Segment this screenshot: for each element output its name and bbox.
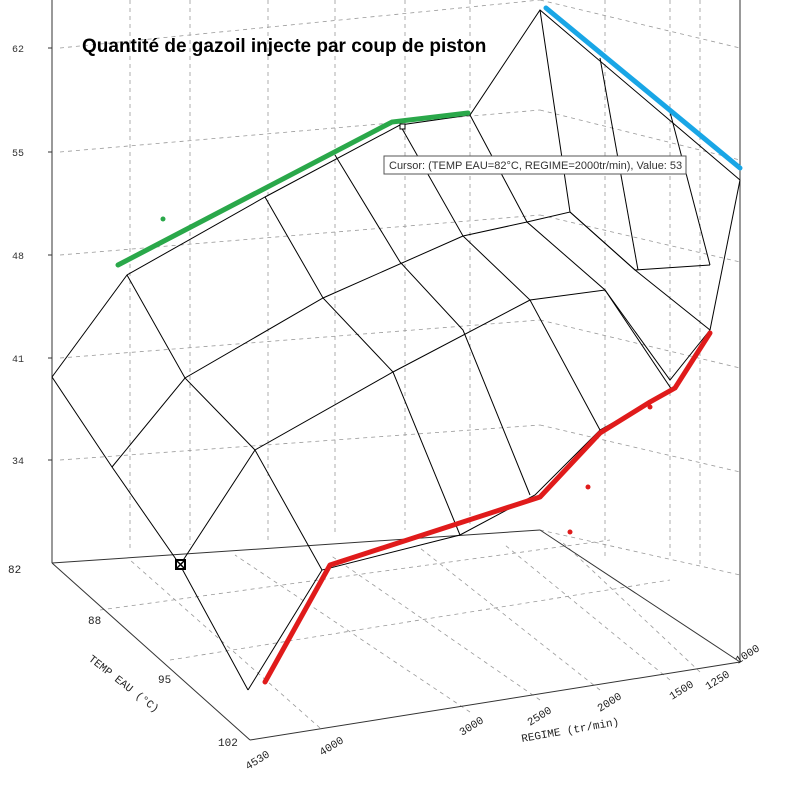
x-tick: 1250 [704,669,733,693]
x-tick: 4530 [244,749,273,773]
mesh-col [334,154,531,496]
cursor-tooltip: Cursor: (TEMP EAU=82°C, REGIME=2000tr/mi… [383,155,687,175]
mesh-row [51,9,741,378]
mesh-col [264,196,461,536]
y-axis-label: TEMP EAU (°C) [86,654,161,716]
x-tick: 3000 [458,715,487,739]
mesh-row [179,289,711,566]
x-axis-ticks: 1000 1250 1500 2000 2500 3000 4000 4530 … [244,643,763,773]
chart-title: Quantité de gazoil injecte par coup de p… [82,36,486,57]
x-tick: 1500 [668,679,697,703]
cursor-marker[interactable] [175,559,186,570]
mesh-col [51,376,249,691]
y-tick: 102 [218,738,238,750]
x-tick: 4000 [318,735,347,759]
blue-highlight [543,5,743,171]
red-dot [567,529,573,535]
mesh-col [539,9,711,331]
tooltip-text: Cursor: (TEMP EAU=82°C, REGIME=2000tr/mi… [389,160,682,172]
mesh-col [126,274,323,571]
x-tick: 1000 [734,643,763,667]
z-tick: 34 [12,457,24,468]
cursor-point-marker [399,123,406,130]
z-tick: 55 [12,149,24,160]
mesh-col [709,179,741,331]
z-tick: 62 [12,45,24,56]
z-tick: 41 [12,355,24,366]
red-dot [585,484,591,490]
green-highlight [115,110,471,268]
y-axis-ticks: 82 88 95 102 TEMP EAU (°C) [8,565,238,750]
red-highlight [262,330,713,685]
x-tick: 2500 [526,705,555,729]
y-tick: 95 [158,675,171,687]
z-axis-ticks: 62 55 48 41 34 [12,45,52,468]
red-dot [647,404,653,410]
z-tick: 48 [12,252,24,263]
x-tick: 2000 [596,691,625,715]
y-tick: 88 [88,616,101,628]
box-grid [59,0,741,729]
green-dot [160,216,166,222]
mesh-col [399,124,601,431]
y-tick: 82 [8,565,21,577]
surface-mesh [51,9,741,691]
mesh-col [669,111,711,266]
